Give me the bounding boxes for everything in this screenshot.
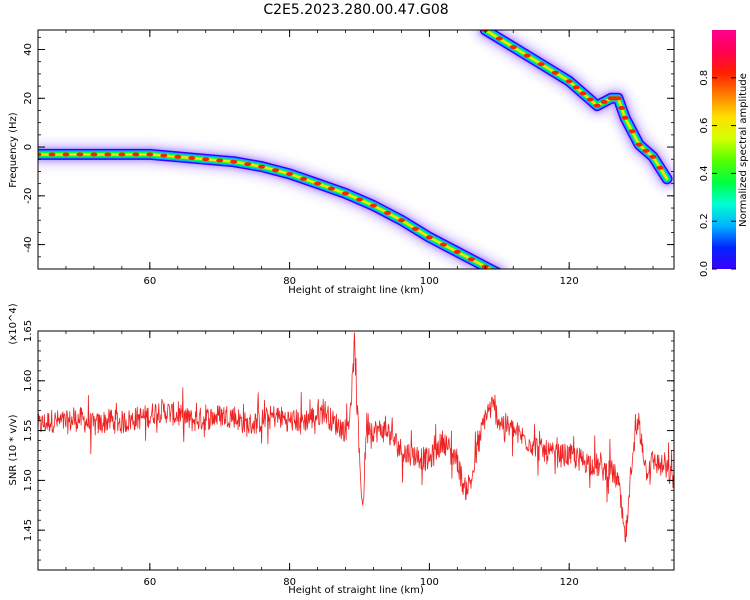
- colorbar-tick-label: 0.2: [699, 213, 710, 229]
- ridge-peak-2: [656, 165, 664, 170]
- snr-x-label: Height of straight line (km): [288, 585, 424, 596]
- spectrogram-y-tick-label: 20: [23, 92, 34, 105]
- ridge-peak-2: [579, 91, 587, 96]
- snr-y-scale: (x10^4): [8, 303, 19, 344]
- snr-y-tick-label: 1.50: [23, 469, 34, 491]
- spectrogram-x-tick-label: 80: [283, 276, 296, 287]
- spectrogram-y-tick-label: 40: [23, 43, 34, 56]
- spectrogram-border: [37, 29, 675, 270]
- snr-x-ticks: 60 80 100 120: [37, 331, 654, 588]
- spectrogram-y-ticks: -40 -20 0 20 40: [23, 36, 674, 270]
- snr-y-tick-label: 1.45: [23, 519, 34, 541]
- ridge-peak-1: [314, 181, 322, 186]
- ridge-peak-1: [90, 152, 98, 157]
- ridge-peak-2: [537, 62, 545, 67]
- ridge-peak-1: [244, 162, 252, 167]
- ridge-peak-1: [202, 157, 210, 162]
- ridge-peak-1: [216, 158, 224, 163]
- snr-y-tick-label: 1.65: [23, 320, 34, 342]
- ridge-peak-1: [38, 152, 42, 157]
- snr-series-line: [38, 332, 674, 543]
- ridge-peak-1: [132, 152, 140, 157]
- spectrogram-x-ticks: 60 80 100 120: [37, 30, 654, 287]
- ridge-peak-1: [425, 235, 433, 240]
- colorbar-tick-label: 0.4: [699, 165, 710, 181]
- spectrogram-x-label: Height of straight line (km): [288, 285, 424, 296]
- ridge-peak-1: [453, 249, 461, 254]
- ridge-peak-1: [160, 153, 168, 158]
- ridge-peak-2: [628, 129, 636, 134]
- ridge-peak-2: [618, 106, 626, 110]
- spectrogram-x-tick-label: 120: [560, 276, 579, 287]
- ridge-peak-2: [523, 53, 531, 58]
- snr-x-tick-label: 60: [143, 577, 156, 588]
- ridge-peak-2: [572, 85, 580, 90]
- ridge-peak-2: [495, 36, 503, 41]
- colorbar-tick-label: 0.8: [699, 70, 710, 86]
- snr-y-label: SNR (10 * v/v): [8, 414, 19, 485]
- snr-x-tick-label: 100: [420, 577, 439, 588]
- spectrogram-y-label: Frequency (Hz): [8, 112, 19, 188]
- ridge-peak-1: [48, 152, 56, 157]
- colorbar-tick-label: 0.6: [699, 118, 710, 134]
- ridge-peak-1: [356, 197, 363, 202]
- ridge-peak-1: [300, 176, 308, 181]
- ridge-peak-2: [565, 79, 573, 84]
- ridge-peak-1: [370, 203, 377, 208]
- ridge-peak-1: [328, 186, 335, 191]
- spectrogram-y-tick-label: -40: [23, 236, 34, 252]
- figure-title: C2E5.2023.280.00.47.G08: [263, 2, 448, 18]
- snr-x-tick-label: 80: [283, 577, 296, 588]
- ridge-peak-2: [600, 99, 608, 104]
- colorbar-label: Normalized spectral amplitude: [738, 73, 749, 227]
- ridge-peak-2: [509, 45, 517, 50]
- spectrogram-x-tick-label: 100: [420, 276, 439, 287]
- ridge-peak-1: [174, 154, 182, 159]
- ridge-peak-2: [649, 154, 657, 159]
- snr-y-ticks: 1.45 1.50 1.55 1.60 1.65: [23, 320, 674, 571]
- ridge-peak-1: [342, 191, 349, 196]
- ridge-peak-1: [118, 152, 126, 157]
- ridge-peak-2: [642, 148, 650, 153]
- ridge-peak-1: [104, 152, 112, 157]
- spectrogram-x-tick-label: 60: [143, 276, 156, 287]
- ridge-peak-1: [76, 152, 84, 157]
- ridge-peak-1: [397, 218, 405, 223]
- ridge-peak-1: [411, 226, 419, 231]
- ridge-peak-1: [384, 210, 391, 215]
- ridge-peak-1: [272, 168, 280, 173]
- snr-y-tick-label: 1.60: [23, 370, 34, 392]
- ridge-peak-1: [258, 164, 266, 169]
- ridge-peak-2: [593, 103, 601, 108]
- spectrogram-y-tick-label: 0: [23, 144, 34, 150]
- ridge-peak-1: [230, 159, 238, 164]
- spectrogram-ridges: [38, 30, 674, 269]
- colorbar-ticks: 0.0 0.2 0.4 0.6 0.8: [699, 70, 736, 277]
- ridge-peak-2: [635, 142, 643, 147]
- ridge-peak-1: [439, 242, 447, 247]
- snr-x-tick-label: 120: [560, 577, 579, 588]
- snr-y-tick-label: 1.55: [23, 419, 34, 441]
- spectrogram-panel: 60 80 100 120 -40 -20 0 20 40 Height of straigh…: [8, 29, 675, 296]
- snr-panel: 60 80 100 120 1.45 1.50 1.55 1.60 1.65 Height o…: [8, 303, 675, 596]
- ridge-peak-2: [614, 96, 622, 101]
- ridge-peak-1: [146, 152, 154, 157]
- ridge-peak-2: [551, 70, 559, 75]
- ridge-peak-2: [621, 115, 629, 120]
- ridge-peak-1: [62, 152, 70, 157]
- ridge-peak-2: [586, 97, 594, 102]
- colorbar-gradient: [712, 30, 736, 269]
- spectrogram-y-tick-label: -20: [23, 188, 34, 204]
- ridge-peak-1: [467, 257, 475, 262]
- colorbar: 0.0 0.2 0.4 0.6 0.8 Normalized spectral ampl…: [699, 30, 749, 277]
- ridge-peak-1: [286, 171, 294, 176]
- colorbar-tick-label: 0.0: [699, 261, 710, 277]
- ridge-peak-1: [188, 156, 196, 160]
